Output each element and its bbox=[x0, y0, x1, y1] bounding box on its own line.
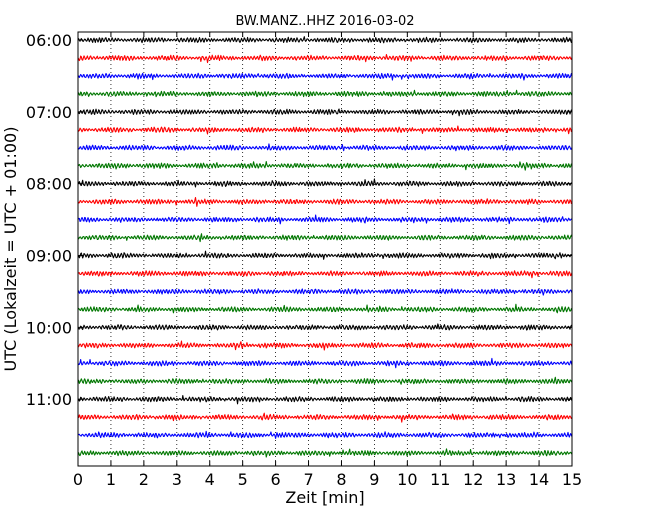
y-axis-label: UTC (Lokalzeit = UTC + 01:00) bbox=[1, 127, 20, 372]
y-tick-label: 11:00 bbox=[26, 390, 72, 409]
seismic-trace bbox=[77, 430, 573, 439]
x-tick-label: 5 bbox=[238, 470, 248, 489]
x-tick-label: 10 bbox=[397, 470, 417, 489]
seismic-trace bbox=[77, 72, 573, 81]
x-tick-label: 2 bbox=[139, 470, 149, 489]
seismic-trace bbox=[77, 357, 573, 369]
seismic-trace bbox=[77, 395, 573, 405]
seismic-trace bbox=[77, 376, 573, 385]
seismic-trace bbox=[77, 196, 573, 207]
x-tick-label: 9 bbox=[369, 470, 379, 489]
y-tick-label: 07:00 bbox=[26, 103, 72, 122]
x-tick-label: 6 bbox=[271, 470, 281, 489]
x-tick-label: 14 bbox=[529, 470, 549, 489]
x-grid bbox=[110, 32, 540, 466]
seismic-trace bbox=[77, 89, 573, 98]
seismic-trace bbox=[77, 288, 573, 296]
x-tick-label: 7 bbox=[303, 470, 313, 489]
seismic-trace bbox=[77, 108, 573, 117]
y-tick-label: 09:00 bbox=[26, 247, 72, 266]
x-axis-label: Zeit [min] bbox=[285, 488, 364, 507]
seismic-trace bbox=[77, 412, 573, 423]
seismic-trace bbox=[77, 214, 573, 225]
seismic-trace bbox=[77, 36, 573, 44]
x-tick-label: 4 bbox=[205, 470, 215, 489]
seismic-trace bbox=[77, 178, 573, 188]
plot-frame bbox=[77, 31, 573, 467]
seismic-trace bbox=[77, 161, 573, 171]
seismic-trace bbox=[77, 448, 573, 458]
x-tick-label: 1 bbox=[106, 470, 116, 489]
y-tick-label: 06:00 bbox=[26, 31, 72, 50]
seismic-trace bbox=[77, 250, 573, 260]
seismic-trace bbox=[77, 340, 573, 351]
chart-title: BW.MANZ..HHZ 2016-03-02 bbox=[235, 14, 414, 29]
y-axis: 06:00 07:00 08:00 09:00 10:00 11:00 bbox=[26, 31, 572, 409]
seismic-trace bbox=[77, 125, 573, 135]
seismic-trace bbox=[77, 270, 573, 279]
x-tick-label: 15 bbox=[562, 470, 582, 489]
seismic-trace bbox=[77, 143, 573, 152]
seismic-trace bbox=[77, 323, 573, 331]
seismic-trace bbox=[77, 303, 573, 314]
x-tick-label: 3 bbox=[172, 470, 182, 489]
x-axis: 0 1 2 3 4 5 6 7 8 9 10 11 12 13 14 15 bbox=[73, 32, 582, 489]
x-tick-label: 0 bbox=[73, 470, 83, 489]
trace-group bbox=[77, 36, 573, 458]
x-tick-label: 11 bbox=[430, 470, 450, 489]
seismic-trace bbox=[77, 233, 573, 243]
x-tick-label: 12 bbox=[463, 470, 483, 489]
x-tick-label: 13 bbox=[496, 470, 516, 489]
y-tick-label: 10:00 bbox=[26, 318, 72, 337]
seismic-trace bbox=[77, 53, 573, 64]
x-tick-label: 8 bbox=[336, 470, 346, 489]
y-tick-label: 08:00 bbox=[26, 175, 72, 194]
